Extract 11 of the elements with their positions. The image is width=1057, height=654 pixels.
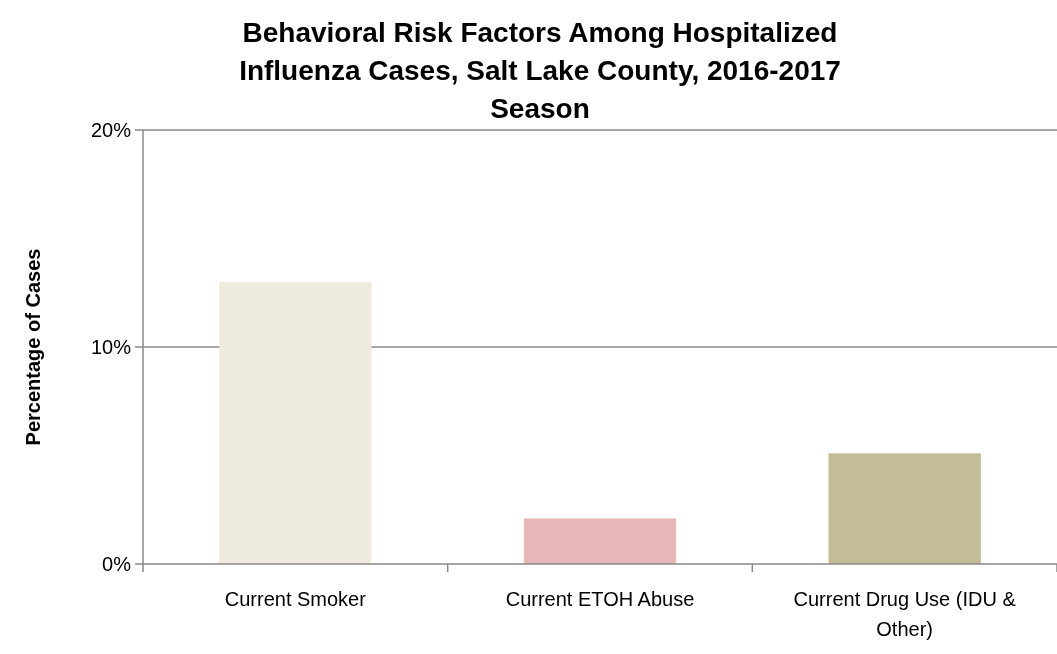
y-axis-title: Percentage of Cases xyxy=(22,248,44,446)
y-tick-label: 10% xyxy=(90,336,132,358)
x-tick-label: Current Drug Use (IDU & Other) xyxy=(793,588,1017,640)
y-tick-label: 0% xyxy=(102,553,132,575)
bar xyxy=(828,453,981,564)
x-tick-label: Current ETOH Abuse xyxy=(505,588,695,610)
x-tick-label: Current Smoker xyxy=(224,588,367,610)
y-tick-label: 20% xyxy=(90,119,132,141)
bar xyxy=(523,518,677,564)
bar xyxy=(219,281,372,564)
chart-title: Behavioral Risk Factors Among Hospitalized Influenza Cases, Salt Lake County, 2016-2017 Season xyxy=(239,17,841,124)
